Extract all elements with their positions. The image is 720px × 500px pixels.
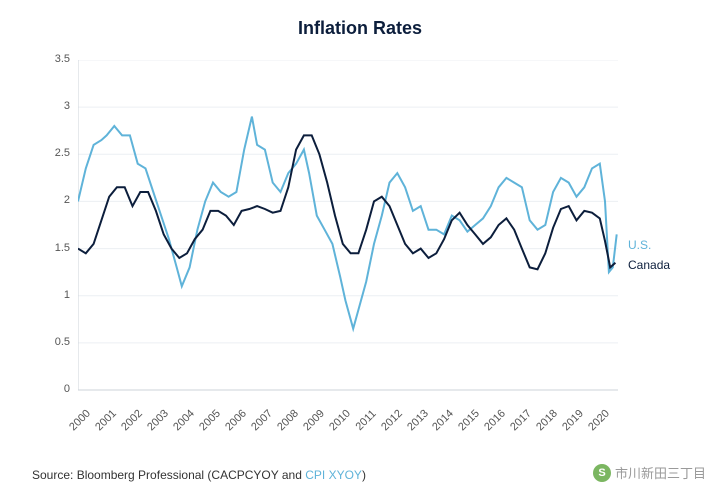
y-tick-label: 0.5	[40, 336, 70, 348]
y-tick-label: 2	[40, 194, 70, 206]
plot-area	[78, 60, 619, 391]
y-tick-label: 1	[40, 289, 70, 301]
watermark-icon: S	[593, 464, 611, 482]
watermark: S 市川新田三丁目	[593, 463, 706, 482]
chart-container: Inflation Rates 00.511.522.533.5 2000200…	[0, 0, 720, 500]
chart-title: Inflation Rates	[0, 18, 720, 39]
source-suffix: )	[362, 468, 366, 482]
source-citation: Source: Bloomberg Professional (CACPCYOY…	[32, 468, 366, 482]
y-tick-label: 3.5	[40, 53, 70, 65]
watermark-text: 市川新田三丁目	[615, 463, 706, 482]
source-prefix: Source: Bloomberg Professional (CACPCYOY…	[32, 468, 305, 482]
series-label-us: U.S.	[628, 238, 651, 252]
y-tick-label: 2.5	[40, 147, 70, 159]
source-link[interactable]: CPI XYOY	[305, 468, 362, 482]
y-tick-label: 1.5	[40, 242, 70, 254]
y-tick-label: 3	[40, 100, 70, 112]
series-label-canada: Canada	[628, 258, 670, 272]
y-tick-label: 0	[40, 383, 70, 395]
